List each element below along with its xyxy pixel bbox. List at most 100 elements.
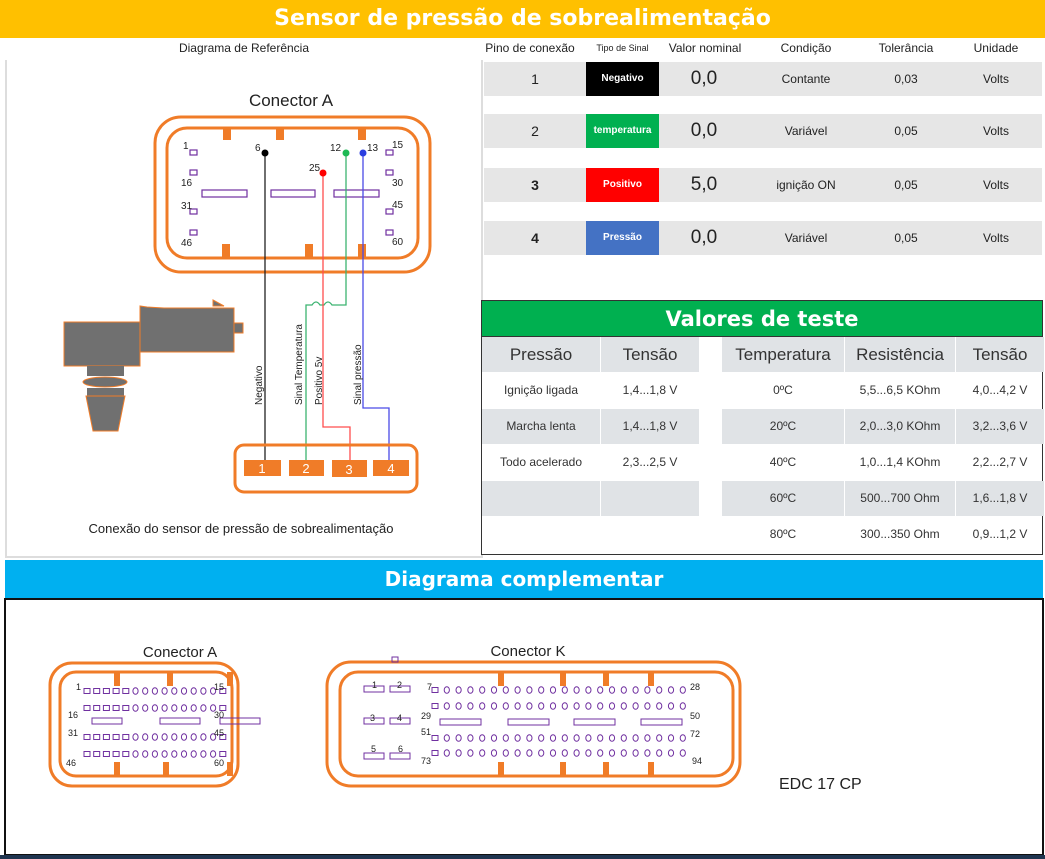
condition: ignição ON bbox=[776, 178, 836, 192]
header-nominal: Valor nominal bbox=[668, 41, 742, 55]
pin-number: 3 bbox=[531, 177, 539, 193]
pressure-cell bbox=[482, 517, 600, 552]
ecu-label: EDC 17 CP bbox=[779, 776, 862, 793]
svg-text:30: 30 bbox=[392, 178, 404, 189]
svg-text:5: 5 bbox=[371, 744, 376, 754]
header-condition: Condição bbox=[780, 41, 832, 55]
connector-k-title: Conector K bbox=[490, 643, 565, 660]
condition: Contante bbox=[781, 72, 831, 86]
temperature-header: Resistência bbox=[845, 337, 955, 372]
pressure-cell: Marcha lenta bbox=[482, 409, 600, 444]
pressure-cell: 2,3...2,5 V bbox=[622, 455, 678, 469]
temperature-cell: 60ºC bbox=[722, 481, 844, 516]
svg-text:15: 15 bbox=[214, 682, 224, 692]
temperature-cell: 2,0...3,0 KOhm bbox=[845, 409, 955, 444]
header-unit: Unidade bbox=[973, 41, 1019, 55]
svg-text:25: 25 bbox=[309, 163, 321, 174]
svg-text:31: 31 bbox=[68, 728, 78, 738]
temperature-cell: 1,0...1,4 KOhm bbox=[859, 455, 941, 469]
ecu-connectors: Conector A Conector K 1 15 16 30 31 45 46 60… bbox=[48, 643, 862, 793]
nominal-value: 0,0 bbox=[690, 68, 718, 89]
pin-row: 3 Positivo 5,0 ignição ON 0,05 Volts bbox=[484, 168, 1042, 202]
signal-type-badge: Negativo bbox=[586, 62, 659, 96]
svg-text:72: 72 bbox=[690, 729, 700, 739]
tolerance: 0,05 bbox=[894, 178, 918, 192]
wire-temperatura bbox=[305, 153, 347, 462]
temperature-cell: 0,9...1,2 V bbox=[972, 527, 1028, 541]
header-tolerance: Tolerância bbox=[878, 41, 934, 55]
complementary-title: Diagrama complementar bbox=[5, 560, 1043, 598]
svg-text:13: 13 bbox=[367, 143, 379, 154]
svg-text:46: 46 bbox=[181, 238, 193, 249]
svg-text:3: 3 bbox=[345, 462, 352, 477]
signal-type-badge: Positivo bbox=[586, 168, 659, 202]
svg-text:45: 45 bbox=[214, 728, 224, 738]
svg-text:3: 3 bbox=[370, 713, 375, 723]
unit: Volts bbox=[982, 178, 1009, 192]
connector-title: Conector A bbox=[249, 91, 334, 110]
temperature-cell: 20ºC bbox=[722, 409, 844, 444]
temperature-header: Tensão bbox=[956, 337, 1044, 372]
condition: Variável bbox=[784, 124, 828, 138]
pressure-cell: 1,4...1,8 V bbox=[622, 383, 678, 397]
signal-type-badge: temperatura bbox=[586, 114, 659, 148]
pressure-cell bbox=[601, 481, 699, 516]
pressure-cell bbox=[482, 481, 600, 516]
signal-type-badge: Pressão bbox=[586, 221, 659, 255]
diagram-caption: Conexão do sensor de pressão de sobreali… bbox=[89, 521, 394, 536]
svg-text:73: 73 bbox=[421, 756, 431, 766]
tolerance: 0,05 bbox=[894, 231, 918, 245]
temperature-cell: 2,2...2,7 V bbox=[972, 455, 1028, 469]
wire-label-negativo: Negativo bbox=[254, 365, 265, 405]
pin-row: 2 temperatura 0,0 Variável 0,05 Volts bbox=[484, 114, 1042, 148]
pin-row: 4 Pressão 0,0 Variável 0,05 Volts bbox=[484, 221, 1042, 255]
svg-text:29: 29 bbox=[421, 711, 431, 721]
pin-number: 1 bbox=[531, 71, 539, 87]
svg-text:1: 1 bbox=[372, 680, 377, 690]
temperature-cell: 5,5...6,5 KOhm bbox=[859, 383, 941, 397]
header-diagram: Diagrama de Referência bbox=[178, 41, 310, 55]
tolerance: 0,05 bbox=[894, 124, 918, 138]
svg-text:1: 1 bbox=[76, 682, 81, 692]
svg-text:60: 60 bbox=[214, 758, 224, 768]
svg-text:7: 7 bbox=[427, 682, 432, 692]
svg-text:16: 16 bbox=[181, 178, 193, 189]
pin-row: 1 Negativo 0,0 Contante 0,03 Volts bbox=[484, 62, 1042, 96]
temperature-cell: 0ºC bbox=[773, 383, 793, 397]
page-title: Sensor de pressão de sobrealimentação bbox=[0, 0, 1045, 38]
test-values-panel: Valores de teste Pressão Tensão Temperatur… bbox=[481, 300, 1044, 555]
temperature-cell: 80ºC bbox=[769, 527, 797, 541]
svg-text:4: 4 bbox=[387, 461, 394, 476]
tolerance: 0,03 bbox=[894, 72, 918, 86]
unit: Volts bbox=[982, 124, 1009, 138]
condition: Variável bbox=[784, 231, 828, 245]
pin-number: 4 bbox=[531, 230, 539, 246]
svg-text:1: 1 bbox=[183, 141, 189, 152]
svg-text:6: 6 bbox=[255, 143, 261, 154]
temperature-cell: 4,0...4,2 V bbox=[972, 383, 1028, 397]
temperature-cell: 40ºC bbox=[769, 455, 797, 469]
svg-text:4: 4 bbox=[397, 713, 402, 723]
wire-label-pressao: Sinal pressão bbox=[353, 344, 364, 405]
wire-label-temperatura: Sinal Temperatura bbox=[294, 324, 305, 405]
sensor-illustration bbox=[63, 299, 244, 432]
svg-text:1: 1 bbox=[258, 461, 265, 476]
svg-text:2: 2 bbox=[397, 680, 402, 690]
svg-text:2: 2 bbox=[302, 461, 309, 476]
nominal-value: 0,0 bbox=[690, 227, 718, 248]
header-type: Tipo de Sinal bbox=[596, 43, 649, 53]
complementary-diagram: Conector A Conector K 1 15 16 30 31 45 46 60… bbox=[4, 598, 1044, 856]
svg-text:51: 51 bbox=[421, 727, 431, 737]
connector-diagram: Conector A 1 16 31 46 15 30 45 60 6 25 1… bbox=[63, 91, 432, 536]
pin-number: 2 bbox=[531, 123, 539, 139]
wire-label-positivo: Positivo 5v bbox=[314, 357, 325, 405]
temperature-cell: 500...700 Ohm bbox=[845, 481, 955, 516]
svg-text:28: 28 bbox=[690, 682, 700, 692]
svg-text:46: 46 bbox=[66, 758, 76, 768]
pressure-cell: Todo acelerado bbox=[499, 455, 583, 469]
temperature-cell: 3,2...3,6 V bbox=[956, 409, 1044, 444]
bottom-bar bbox=[0, 855, 1045, 859]
svg-text:94: 94 bbox=[692, 756, 702, 766]
nominal-value: 0,0 bbox=[690, 120, 718, 141]
pressure-cell bbox=[601, 517, 699, 552]
